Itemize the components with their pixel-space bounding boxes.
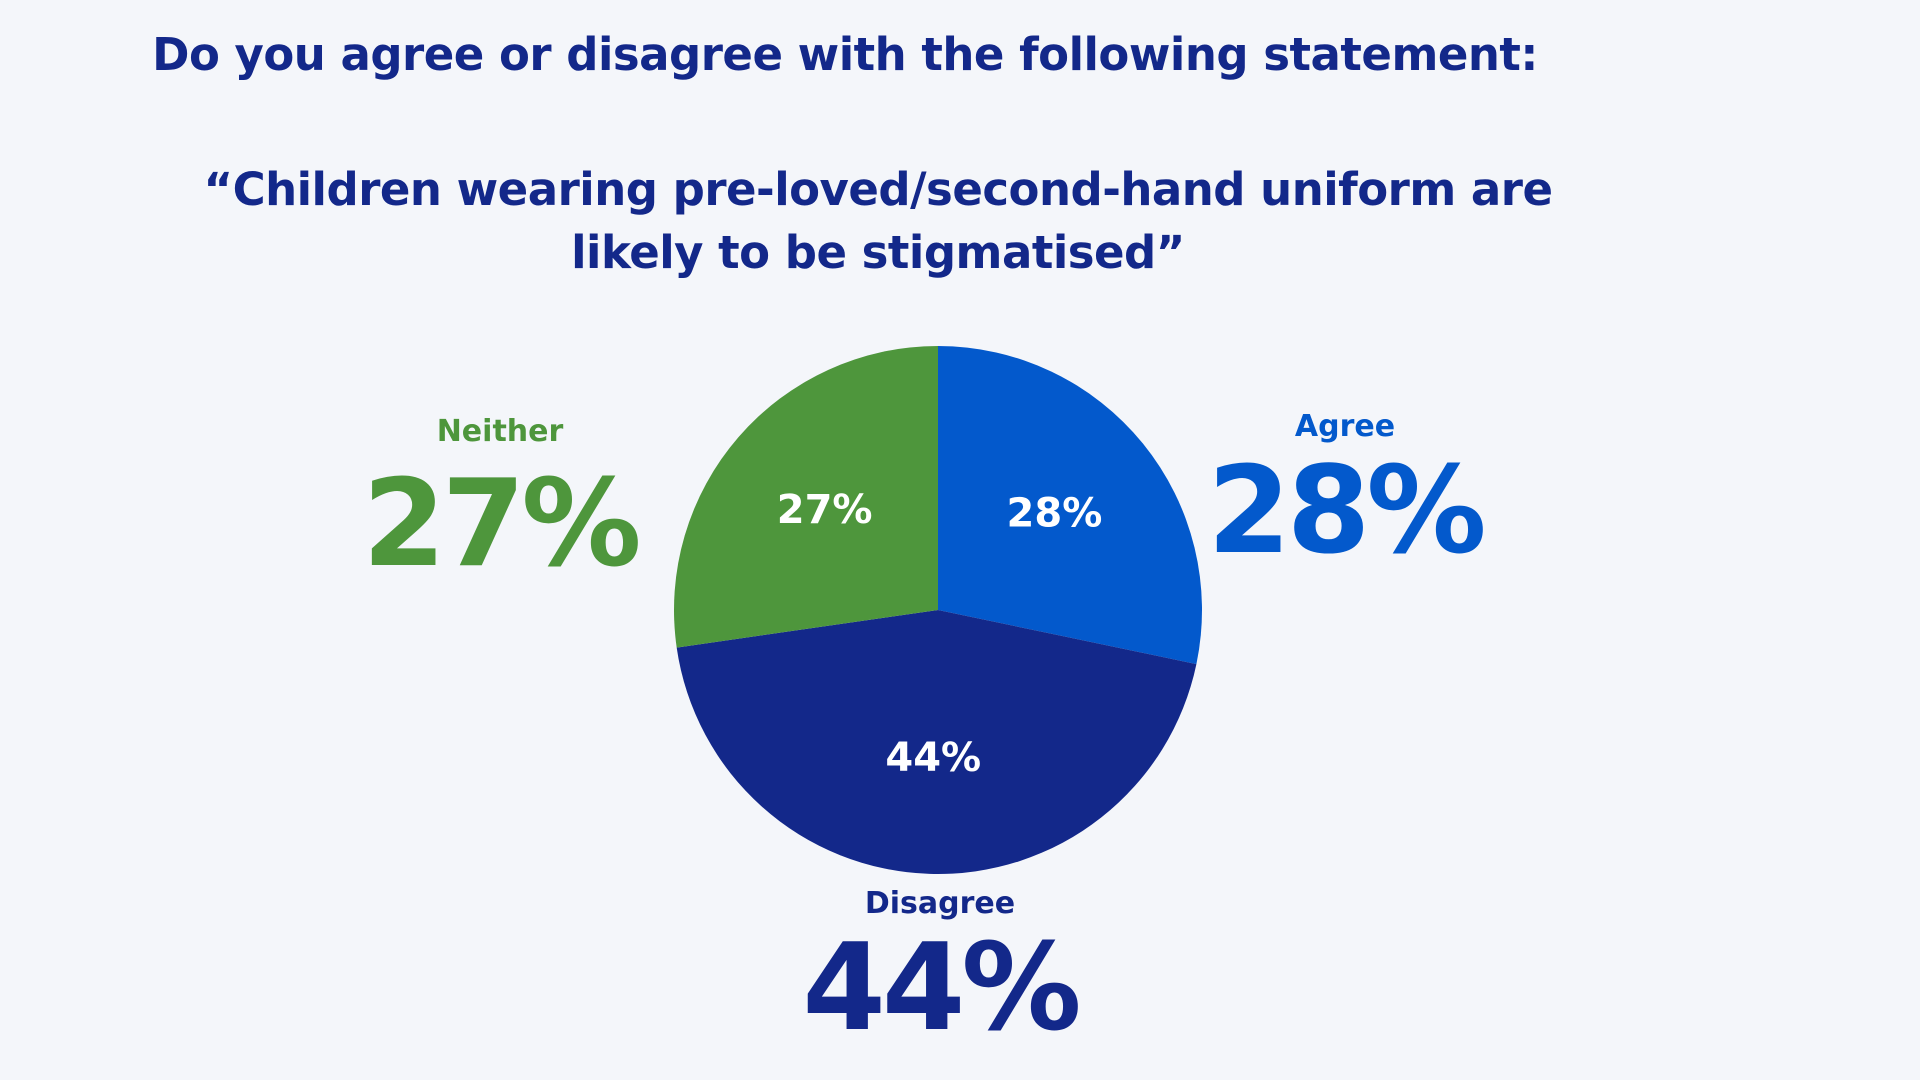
- question-heading: Do you agree or disagree with the follow…: [152, 28, 1538, 81]
- callout-agree-label: Agree: [1294, 409, 1396, 444]
- pie-slice-agree: [938, 346, 1202, 665]
- callout-agree: Agree 28%: [1185, 410, 1505, 572]
- pie-label-neither: 27%: [777, 487, 873, 533]
- callout-disagree: Disagree 44%: [790, 887, 1090, 1049]
- callout-neither-value: 27%: [362, 455, 641, 594]
- statement-line-1: “Children wearing pre-loved/second-hand …: [203, 163, 1554, 216]
- callout-neither-label: Neither: [436, 414, 564, 449]
- pie-slice-disagree: [676, 610, 1197, 874]
- callout-disagree-value: 44%: [802, 919, 1081, 1058]
- statement-line-2: likely to be stigmatised”: [571, 226, 1185, 279]
- statement-heading: “Children wearing pre-loved/second-hand …: [0, 158, 1838, 284]
- callout-disagree-label: Disagree: [864, 886, 1016, 921]
- pie-slice-neither: [674, 346, 938, 648]
- pie-label-disagree: 44%: [885, 735, 981, 781]
- callout-agree-value: 28%: [1207, 442, 1486, 581]
- callout-neither: Neither 27%: [340, 415, 660, 585]
- pie-label-agree: 28%: [1007, 490, 1103, 536]
